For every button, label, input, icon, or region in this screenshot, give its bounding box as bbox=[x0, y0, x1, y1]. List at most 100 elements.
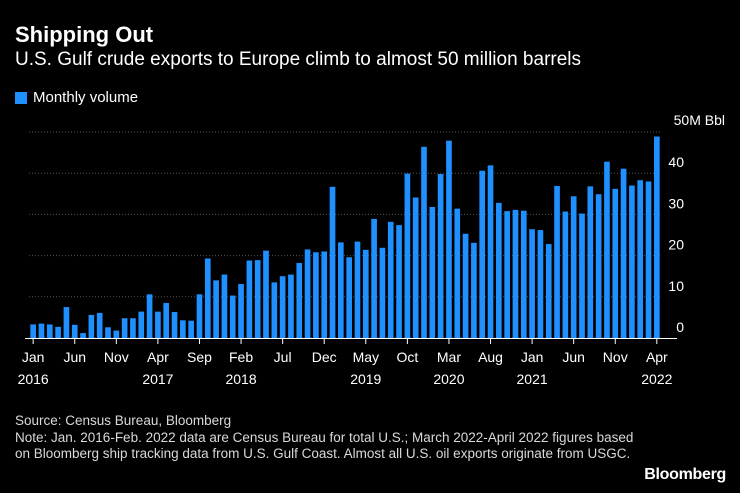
bar bbox=[404, 173, 411, 338]
bar bbox=[88, 314, 95, 338]
x-tick-label: Nov bbox=[603, 349, 628, 365]
bar bbox=[321, 251, 328, 338]
x-tick-label: Sep bbox=[187, 349, 212, 365]
bar bbox=[487, 165, 494, 338]
y-tick-label: 0 bbox=[676, 319, 684, 335]
y-tick-label: 10 bbox=[668, 278, 684, 294]
bar bbox=[595, 194, 602, 338]
y-axis-unit-label: 50M Bbl bbox=[674, 112, 725, 128]
y-tick-label: 30 bbox=[668, 195, 684, 211]
bar bbox=[471, 242, 477, 338]
bar bbox=[645, 181, 652, 338]
bar bbox=[71, 324, 78, 338]
bar bbox=[446, 140, 452, 338]
x-tick-label: Feb bbox=[229, 349, 253, 365]
bar bbox=[346, 257, 352, 338]
bar bbox=[229, 295, 236, 338]
bar bbox=[396, 225, 402, 338]
x-tick-label: Jan bbox=[22, 349, 45, 365]
bar bbox=[271, 282, 278, 338]
bar bbox=[204, 258, 211, 338]
x-year-label: 2020 bbox=[433, 371, 464, 387]
bar bbox=[545, 244, 552, 338]
bar bbox=[213, 280, 219, 338]
bar bbox=[38, 323, 45, 338]
bar bbox=[562, 211, 569, 338]
bar bbox=[512, 209, 519, 338]
bar bbox=[296, 263, 303, 338]
bar bbox=[138, 311, 145, 338]
bar bbox=[629, 185, 635, 338]
bar bbox=[221, 274, 228, 338]
bar bbox=[371, 218, 377, 338]
x-tick-label: Apr bbox=[646, 349, 668, 365]
bar bbox=[279, 276, 286, 338]
bar bbox=[313, 252, 319, 338]
x-tick-label: Nov bbox=[104, 349, 129, 365]
bar bbox=[504, 211, 510, 338]
x-tick-label: Aug bbox=[478, 349, 503, 365]
bar bbox=[579, 213, 585, 338]
bar bbox=[462, 233, 469, 338]
bar bbox=[304, 249, 311, 338]
bar bbox=[163, 302, 170, 338]
bar bbox=[612, 188, 619, 338]
x-tick-label: Dec bbox=[312, 349, 337, 365]
legend: Monthly volume bbox=[15, 89, 138, 106]
bar bbox=[387, 221, 394, 338]
bar bbox=[238, 284, 244, 338]
bar bbox=[288, 274, 294, 338]
bar bbox=[412, 197, 419, 338]
bloomberg-logo: Bloomberg bbox=[644, 466, 726, 483]
x-tick-label: Mar bbox=[437, 349, 461, 365]
bar bbox=[155, 311, 161, 338]
x-tick-label: May bbox=[353, 349, 379, 365]
bar bbox=[121, 318, 128, 338]
bar bbox=[113, 330, 120, 338]
bar bbox=[55, 326, 61, 338]
bar bbox=[338, 242, 344, 338]
chart-title: Shipping Out bbox=[15, 22, 154, 47]
bar bbox=[362, 249, 369, 338]
bar bbox=[520, 210, 527, 338]
bar bbox=[171, 312, 178, 338]
y-tick-label: 20 bbox=[668, 237, 684, 253]
x-tick-label: Apr bbox=[147, 349, 169, 365]
bar bbox=[587, 186, 594, 338]
bar bbox=[63, 307, 70, 338]
x-tick-label: Oct bbox=[396, 349, 418, 365]
bar bbox=[329, 186, 336, 338]
x-year-label: 2018 bbox=[225, 371, 256, 387]
bar bbox=[429, 206, 436, 338]
bar bbox=[246, 260, 253, 338]
bar bbox=[130, 318, 136, 338]
chart-subtitle: U.S. Gulf crude exports to Europe climb … bbox=[15, 49, 582, 70]
bar-chart: 0 10 20 30 40 50M Bbl Jan 2016 Jun Nov Apr 2017 Sep F… bbox=[18, 112, 725, 387]
bar bbox=[421, 146, 427, 338]
bar bbox=[30, 324, 36, 338]
x-tick-label: Jun bbox=[63, 349, 86, 365]
x-year-label: 2019 bbox=[350, 371, 381, 387]
x-tick-label: Jul bbox=[274, 349, 292, 365]
bar bbox=[496, 202, 502, 338]
bar bbox=[80, 333, 86, 338]
bar bbox=[46, 324, 53, 338]
bar bbox=[96, 312, 103, 338]
bar bbox=[263, 250, 269, 338]
bar bbox=[437, 174, 444, 338]
bar bbox=[180, 320, 186, 338]
bar bbox=[454, 208, 461, 338]
bar bbox=[379, 247, 386, 338]
bar bbox=[537, 230, 544, 338]
source-note: Source: Census Bureau, Bloomberg bbox=[15, 413, 232, 428]
bar bbox=[570, 196, 577, 338]
bar bbox=[354, 241, 361, 338]
bar bbox=[479, 170, 486, 338]
bar bbox=[604, 161, 610, 338]
x-year-label: 2021 bbox=[517, 371, 548, 387]
bar bbox=[620, 168, 627, 338]
legend-label: Monthly volume bbox=[33, 89, 139, 106]
x-year-label: 2022 bbox=[641, 371, 672, 387]
x-year-label: 2016 bbox=[18, 371, 49, 387]
bar bbox=[254, 260, 261, 338]
